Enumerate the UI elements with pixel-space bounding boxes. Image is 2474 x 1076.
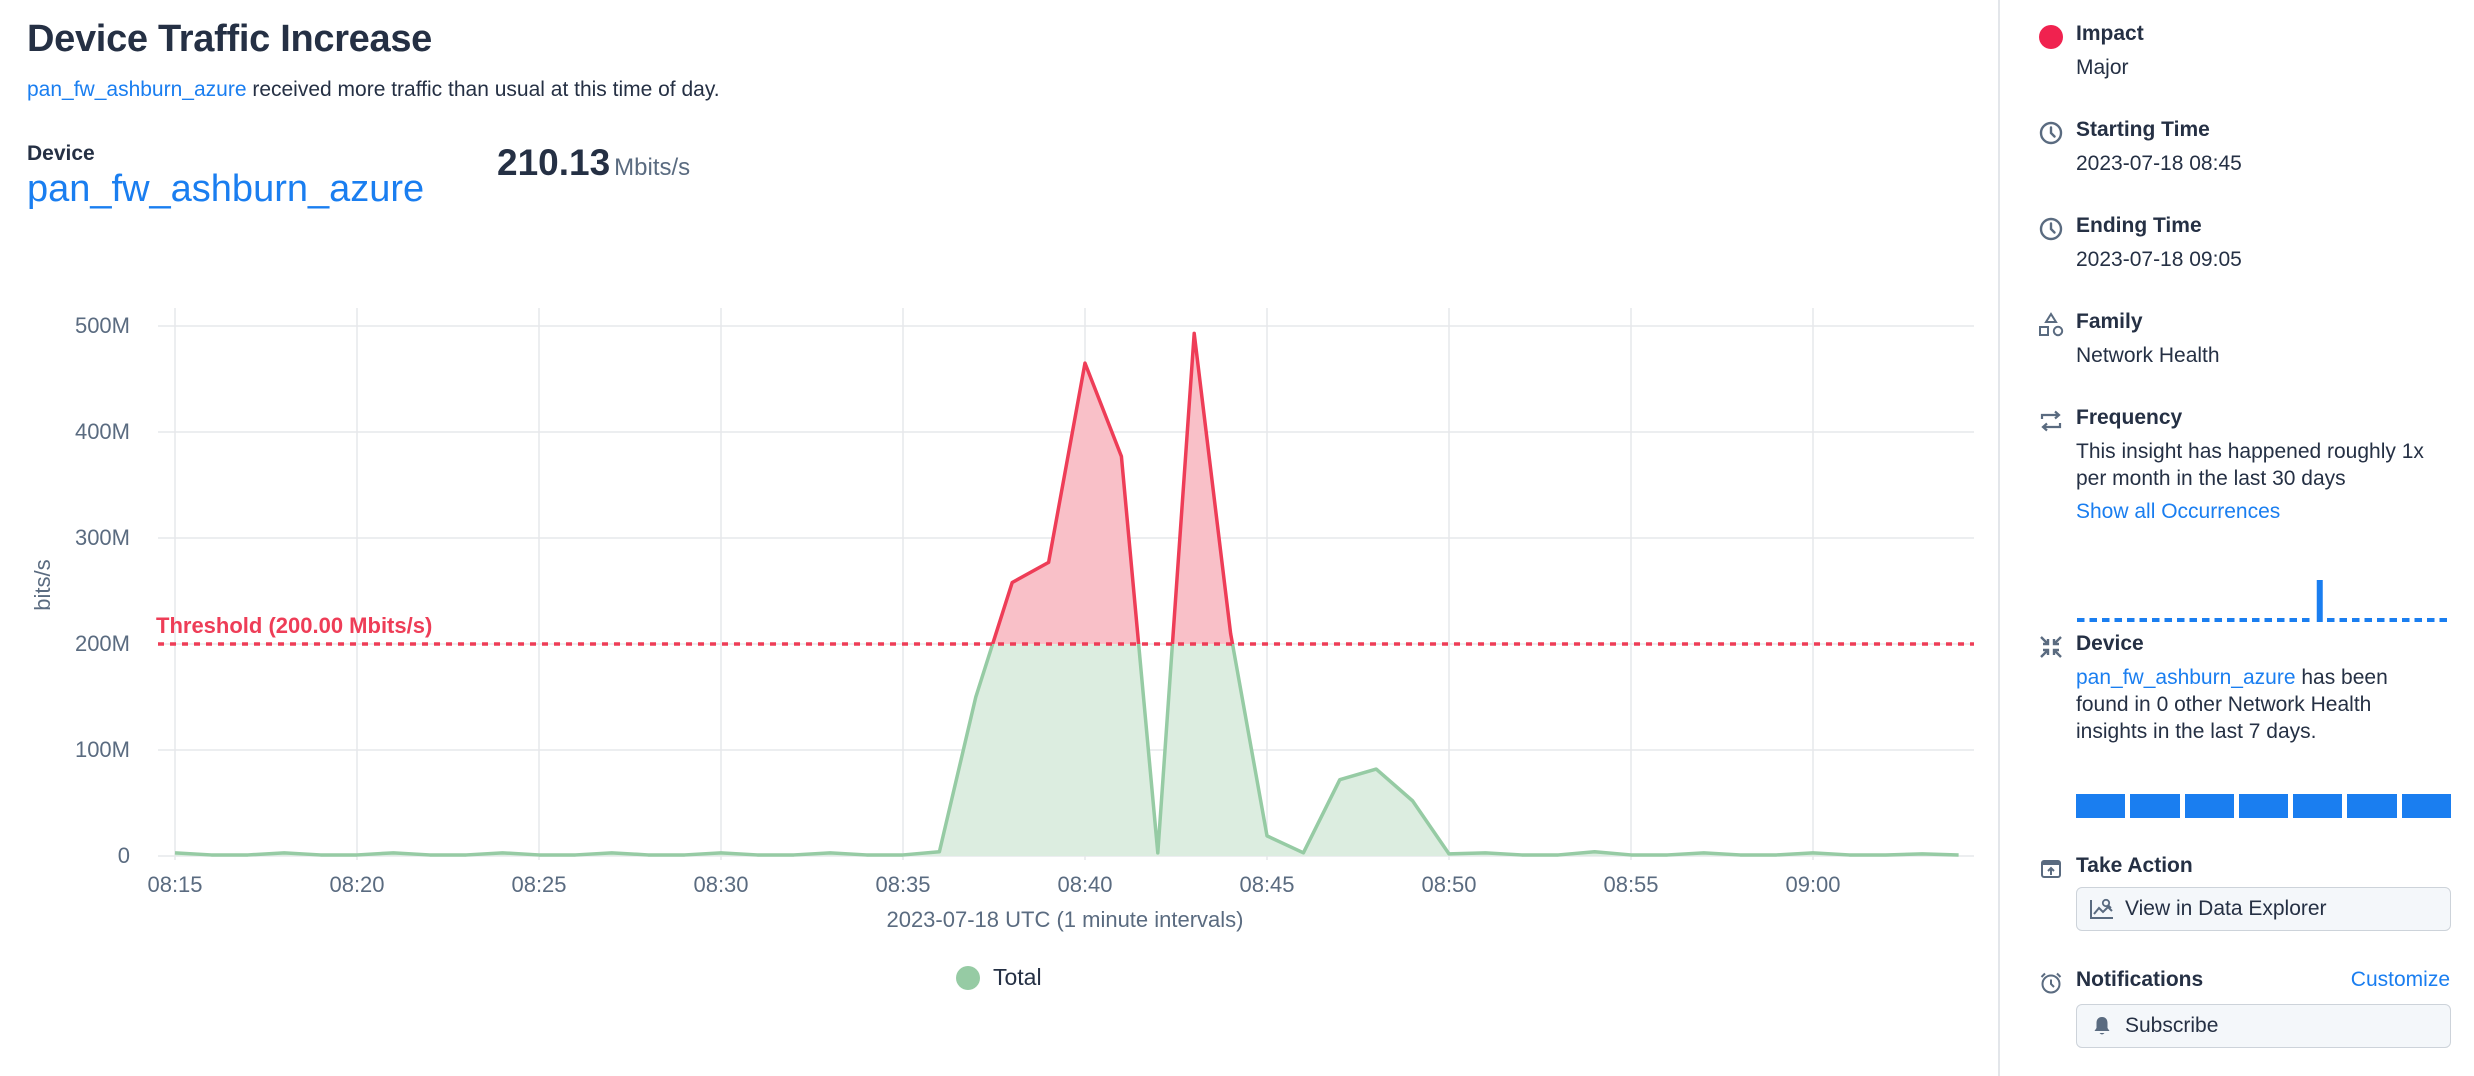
traffic-metric: 210.13 Mbits/s (497, 142, 690, 184)
metric-value: 210.13 (497, 142, 611, 183)
family-link[interactable]: Network Health (2076, 344, 2220, 367)
impact-dot-icon (2038, 24, 2064, 50)
view-in-data-explorer-button[interactable]: View in Data Explorer (2076, 887, 2451, 931)
device-label: Device (27, 142, 95, 165)
x-tick-label: 08:45 (1239, 872, 1295, 897)
starting-time-value: 2023-07-18 08:45 (2076, 152, 2242, 175)
frequency-description: This insight has happened roughly 1x per… (2076, 440, 2424, 490)
bell-icon (2089, 1013, 2115, 1039)
week-day-bar (2130, 794, 2180, 818)
starting-time-title: Starting Time (2076, 118, 2210, 141)
x-tick-label: 08:50 (1421, 872, 1477, 897)
export-icon (2038, 856, 2064, 882)
frequency-title: Frequency (2076, 406, 2183, 429)
y-tick-label: 300M (74, 525, 130, 550)
subscribe-label: Subscribe (2125, 1014, 2219, 1037)
x-tick-label: 08:30 (693, 872, 749, 897)
alarm-clock-icon (2038, 970, 2064, 996)
frequency-sparkline (2077, 580, 2447, 622)
subtitle-device-link[interactable]: pan_fw_ashburn_azure (27, 78, 247, 101)
details-panel: Impact Major Starting Time 2023-07-18 08… (1998, 0, 2474, 1076)
chart-search-icon (2089, 896, 2115, 922)
x-tick-label: 08:55 (1603, 872, 1659, 897)
page-subtitle: pan_fw_ashburn_azure received more traff… (27, 78, 720, 102)
weekly-insight-bars (2076, 794, 2451, 818)
device-section-title: Device (2076, 632, 2144, 655)
week-day-bar (2184, 794, 2234, 818)
shapes-icon (2038, 312, 2064, 338)
y-tick-label: 400M (74, 419, 130, 444)
legend-dot (956, 965, 980, 990)
customize-link[interactable]: Customize (2350, 968, 2450, 991)
view-in-data-explorer-label: View in Data Explorer (2125, 897, 2327, 920)
x-tick-label: 08:35 (875, 872, 931, 897)
legend-label: Total (993, 964, 1042, 990)
week-day-bar (2401, 794, 2451, 818)
metric-unit: Mbits/s (614, 154, 691, 181)
subtitle-text: received more traffic than usual at this… (246, 78, 720, 101)
subscribe-button[interactable]: Subscribe (2076, 1004, 2451, 1048)
frequency-text: This insight has happened roughly 1x per… (2076, 438, 2456, 525)
impact-value: Major (2076, 56, 2129, 79)
x-tick-label: 08:40 (1057, 872, 1113, 897)
collapse-arrows-icon (2038, 634, 2064, 660)
legend-item-total[interactable]: Total (956, 964, 1042, 991)
ending-time-title: Ending Time (2076, 214, 2202, 237)
traffic-chart[interactable]: 0 100M 200M 300M 400M 500M 08:15 08:20 08:25 08:… (0, 290, 1998, 1010)
x-tick-label: 08:15 (147, 872, 203, 897)
show-all-occurrences-link[interactable]: Show all Occurrences (2076, 500, 2281, 523)
notifications-title: Notifications (2076, 968, 2204, 991)
chart-plot-area[interactable] (0, 290, 1998, 1010)
device-name-link[interactable]: pan_fw_ashburn_azure (27, 168, 425, 210)
x-tick-label: 09:00 (1785, 872, 1841, 897)
device-description: pan_fw_ashburn_azure has been found in 0… (2076, 664, 2436, 745)
impact-indicator (2039, 25, 2063, 49)
x-axis-label: 2023-07-18 UTC (1 minute intervals) (886, 907, 1244, 932)
y-axis-label: bits/s (30, 559, 55, 611)
device-description-text: has been found in 0 other Network Health… (2076, 666, 2388, 743)
threshold-label: Threshold (200.00 Mbits/s) (156, 613, 433, 638)
week-day-bar (2293, 794, 2343, 818)
x-tick-label: 08:20 (329, 872, 385, 897)
week-day-bar (2347, 794, 2397, 818)
y-tick-label: 500M (74, 313, 130, 338)
take-action-title: Take Action (2076, 854, 2193, 877)
ending-time-value: 2023-07-18 09:05 (2076, 248, 2242, 271)
repeat-icon (2038, 408, 2064, 434)
main-content: Device Traffic Increase pan_fw_ashburn_a… (0, 18, 1998, 1010)
page-title: Device Traffic Increase (27, 18, 433, 60)
family-title: Family (2076, 310, 2143, 333)
y-tick-label: 0 (117, 843, 130, 868)
week-day-bar (2076, 794, 2126, 818)
x-tick-label: 08:25 (511, 872, 567, 897)
week-day-bar (2238, 794, 2289, 818)
clock-icon (2038, 216, 2064, 242)
y-tick-label: 100M (74, 737, 130, 762)
device-section-link[interactable]: pan_fw_ashburn_azure (2076, 666, 2296, 689)
y-tick-label: 200M (74, 631, 130, 656)
impact-title: Impact (2076, 22, 2144, 45)
clock-icon (2038, 120, 2064, 146)
